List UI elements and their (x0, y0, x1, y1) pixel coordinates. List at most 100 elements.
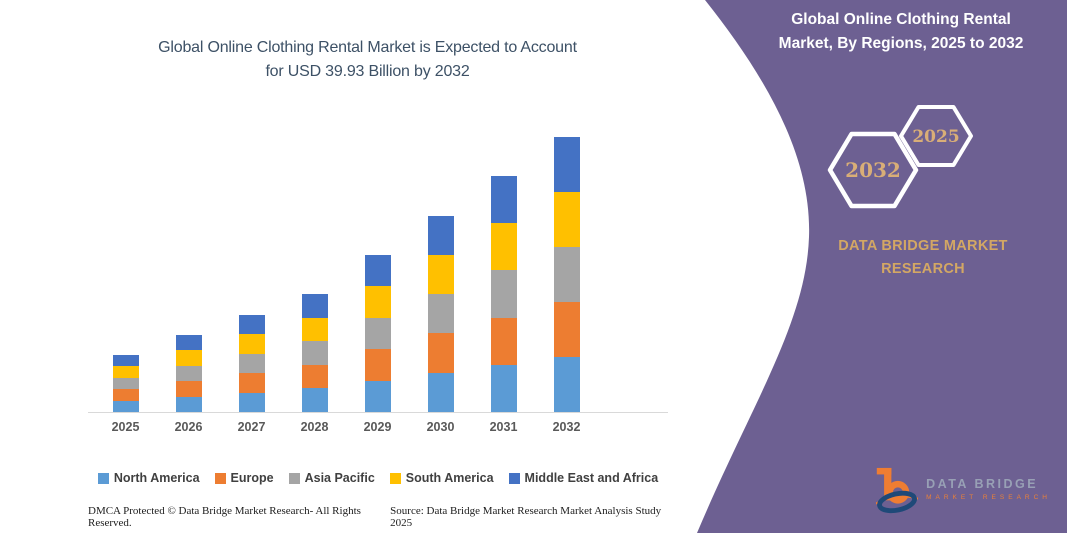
bar-segment-north-america (301, 388, 328, 412)
bar-segment-asia-pacific (490, 270, 517, 318)
bar-segment-north-america (490, 364, 517, 412)
bar-segment-middle-east-and-africa (112, 355, 139, 367)
legend-label: North America (113, 471, 200, 485)
bar-segment-europe (427, 333, 454, 373)
logo-b-mark-icon (876, 467, 919, 514)
chart-title-line1: Global Online Clothing Rental Market is … (158, 39, 577, 56)
stacked-bar-2032 (553, 137, 580, 412)
x-axis-label-2031: 2031 (489, 420, 518, 434)
bar-segment-north-america (175, 396, 202, 412)
stacked-bar-2025 (112, 355, 139, 412)
bar-segment-europe (490, 317, 517, 365)
bar-segment-south-america (364, 286, 391, 318)
bar-segment-asia-pacific (427, 294, 454, 334)
bar-segment-asia-pacific (175, 365, 202, 382)
legend-item-europe: Europe (214, 471, 274, 485)
stacked-bar-2030 (427, 215, 454, 412)
footer: DMCA Protected © Data Bridge Market Rese… (88, 505, 670, 529)
stacked-bar-2027 (238, 315, 265, 412)
legend-swatch-icon (389, 472, 401, 484)
logo-text-line2: MARKET RESEARCH (926, 494, 1051, 501)
bar-segment-middle-east-and-africa (175, 335, 202, 351)
purple-panel-shape (697, 0, 1067, 533)
bar-segment-europe (175, 381, 202, 397)
bar-segment-europe (364, 349, 391, 381)
x-axis-label-2029: 2029 (363, 420, 392, 434)
bar-segment-north-america (364, 380, 391, 412)
legend-label: South America (405, 471, 494, 485)
x-axis-label-2025: 2025 (111, 420, 140, 434)
bar-segment-middle-east-and-africa (238, 315, 265, 335)
x-axis-labels: 2025 2026 2027 2028 2029 2030 2031 2032 (94, 420, 598, 434)
bar-chart-plot-area (94, 132, 598, 412)
bar-segment-asia-pacific (301, 341, 328, 365)
bar-segment-asia-pacific (553, 247, 580, 302)
x-axis-line (88, 412, 668, 413)
chart-title-line2: for USD 39.93 Billion by 2032 (265, 63, 470, 80)
bar-segment-north-america (112, 400, 139, 412)
x-axis-label-2026: 2026 (174, 420, 203, 434)
bar-segment-north-america (238, 392, 265, 412)
bar-segment-middle-east-and-africa (553, 137, 580, 192)
legend-swatch-icon (288, 472, 300, 484)
bar-segment-middle-east-and-africa (427, 215, 454, 255)
stacked-bar-2029 (364, 255, 391, 412)
bar-segment-south-america (301, 317, 328, 342)
footer-copyright: DMCA Protected © Data Bridge Market Rese… (88, 505, 361, 529)
bar-segment-south-america (553, 192, 580, 247)
data-bridge-logo: DATA BRIDGE MARKET RESEARCH (876, 459, 1051, 519)
legend-label: Middle East and Africa (524, 471, 659, 485)
x-axis-label-2030: 2030 (426, 420, 455, 434)
bar-segment-europe (553, 302, 580, 357)
x-axis-label-2027: 2027 (237, 420, 266, 434)
x-axis-label-2032: 2032 (552, 420, 581, 434)
bar-segment-europe (238, 373, 265, 393)
bar-segment-north-america (427, 372, 454, 412)
bar-segment-south-america (427, 254, 454, 295)
logo-text-line1: DATA BRIDGE (926, 477, 1039, 491)
brand-wordmark: DATA BRIDGE MARKET RESEARCH (808, 235, 1038, 281)
panel-title-line2: Market, By Regions, 2025 to 2032 (778, 35, 1024, 52)
brand-line1: DATA BRIDGE MARKET (838, 238, 1008, 254)
bar-segment-asia-pacific (112, 377, 139, 390)
hexagon-2032-label: 2032 (845, 158, 901, 182)
brand-line2: RESEARCH (881, 261, 965, 277)
bar-segment-europe (301, 364, 328, 389)
legend-swatch-icon (214, 472, 226, 484)
panel-title: Global Online Clothing Rental Market, By… (757, 8, 1045, 56)
legend-item-asia-pacific: Asia Pacific (288, 471, 375, 485)
bar-segment-middle-east-and-africa (364, 255, 391, 287)
legend-swatch-icon (508, 472, 520, 484)
panel-title-line1: Global Online Clothing Rental (791, 11, 1011, 28)
bar-segment-south-america (238, 334, 265, 354)
legend-item-north-america: North America (97, 471, 200, 485)
hexagon-years-graphic: 2032 2025 (827, 105, 973, 209)
legend-swatch-icon (97, 472, 109, 484)
legend-item-middle-east-and-africa: Middle East and Africa (508, 471, 659, 485)
stacked-bar-2031 (490, 176, 517, 412)
chart-title: Global Online Clothing Rental Market is … (95, 36, 640, 84)
bar-segment-middle-east-and-africa (301, 294, 328, 318)
legend-item-south-america: South America (389, 471, 494, 485)
hexagon-2025-label: 2025 (912, 127, 959, 147)
hexagon-2025 (899, 105, 973, 167)
bar-segment-south-america (175, 350, 202, 366)
stacked-bar-2028 (301, 294, 328, 412)
x-axis-label-2028: 2028 (300, 420, 329, 434)
bar-segment-north-america (553, 357, 580, 412)
logo-text: DATA BRIDGE MARKET RESEARCH (926, 477, 1051, 501)
bar-segment-south-america (490, 223, 517, 271)
chart-legend: North America Europe Asia Pacific South Ame… (70, 471, 686, 485)
stacked-bar-2026 (175, 335, 202, 412)
bar-segment-europe (112, 389, 139, 401)
bar-segment-middle-east-and-africa (490, 176, 517, 224)
bar-segment-asia-pacific (238, 353, 265, 374)
legend-label: Asia Pacific (304, 471, 375, 485)
bar-segment-south-america (112, 366, 139, 378)
legend-label: Europe (230, 471, 274, 485)
bar-segment-asia-pacific (364, 317, 391, 350)
footer-source: Source: Data Bridge Market Research Mark… (390, 505, 662, 529)
hexagon-2032 (827, 131, 919, 209)
